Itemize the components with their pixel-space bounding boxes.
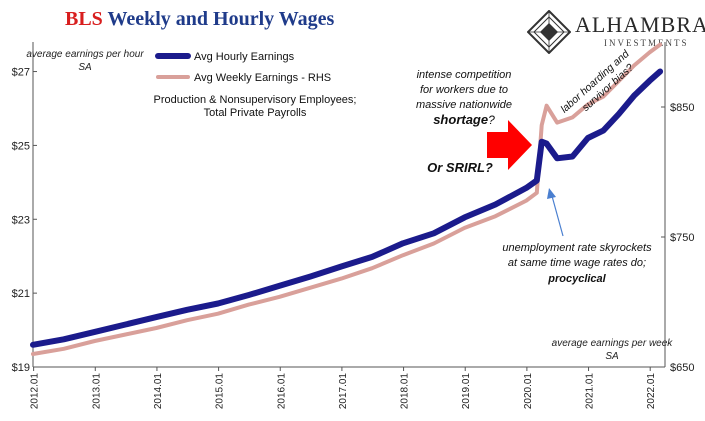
subtitle-line2: Total Private Payrolls [204,107,307,119]
pointer-arrow-head-icon [547,188,556,199]
title-rest: Weekly and Hourly Wages [107,8,335,30]
pointer-arrow-line [551,195,564,237]
x-tick-label: 2014.01 [153,373,164,410]
left-tick-label: $21 [12,288,30,300]
annotation-shortage-word: shortage [433,112,488,127]
annotation-procyclical: procyclical [547,273,606,285]
x-tick-label: 2020.01 [523,373,534,410]
chart-title: BLS Weekly and Hourly Wages [65,8,334,31]
annotation-competition-emph: shortage? [433,112,495,127]
left-axis-note-line2: SA [78,62,92,73]
annotation-competition-line: for workers due to [420,84,508,96]
annotation-srirl: Or SRIRL? [427,160,493,175]
x-tick-label: 2015.01 [215,373,226,410]
logo-name: ALHAMBRA [575,12,705,37]
diamond-logo-icon [527,10,571,54]
logo-sub: INVESTMENTS [604,38,689,48]
left-tick-label: $23 [12,214,30,226]
left-tick-label: $25 [12,140,30,152]
annotation-shortage-tail: ? [488,113,495,127]
alhambra-logo: ALHAMBRA INVESTMENTS [527,10,705,54]
legend-label-weekly: Avg Weekly Earnings - RHS [194,72,331,84]
annotation-competition-line: massive nationwide [416,99,512,111]
x-tick-label: 2013.01 [91,373,102,410]
legend-label-hourly: Avg Hourly Earnings [194,51,295,63]
x-tick-label: 2017.01 [338,373,349,410]
hourly-earnings-line [30,68,664,348]
annotation-unemployment-line: at same time wage rates do; [508,257,646,269]
chart-legend: Avg Hourly Earnings Avg Weekly Earnings -… [155,51,331,84]
x-tick-label: 2012.01 [30,373,41,410]
chart-annotations: average earnings per hour SA average earni… [26,47,673,362]
left-axis-note-line1: average earnings per hour [26,49,144,60]
right-tick-label: $750 [670,232,694,244]
right-tick-label: $650 [670,362,694,374]
annotation-unemployment-line: unemployment rate skyrockets [502,242,652,254]
red-arrow-icon [487,120,532,170]
weekly-earnings-line [31,42,663,356]
right-tick-label: $850 [670,102,694,114]
x-tick-label: 2016.01 [276,373,287,410]
left-tick-label: $27 [12,67,30,79]
subtitle-line1: Production & Nonsupervisory Employees; [154,94,357,106]
x-tick-label: 2022.01 [646,373,657,410]
x-tick-label: 2019.01 [461,373,472,410]
x-tick-label: 2018.01 [400,373,411,410]
annotation-competition-line: intense competition [417,69,512,81]
chart-axes: $19 $21 $23 $25 $27 $650 $750 $850 2012.01 2013.0… [12,42,694,410]
x-tick-label: 2021.01 [585,373,596,410]
left-tick-label: $19 [12,362,30,374]
right-axis-note-line2: SA [605,351,619,362]
right-axis-note-line1: average earnings per week [552,338,674,349]
chart-lines [30,42,664,356]
title-prefix: BLS [65,8,103,30]
